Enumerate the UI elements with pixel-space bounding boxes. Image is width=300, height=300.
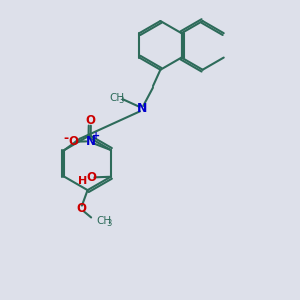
Text: CH: CH <box>109 93 124 103</box>
Text: N: N <box>85 135 95 148</box>
Text: O: O <box>86 170 96 184</box>
Text: 3: 3 <box>106 219 111 228</box>
Text: 3: 3 <box>118 96 124 105</box>
Text: -: - <box>63 132 68 145</box>
Text: O: O <box>86 114 96 127</box>
Text: H: H <box>79 176 88 186</box>
Text: +: + <box>92 131 100 141</box>
Text: CH: CH <box>96 216 111 226</box>
Text: O: O <box>68 135 78 148</box>
Text: O: O <box>76 202 87 215</box>
Text: N: N <box>136 103 147 116</box>
